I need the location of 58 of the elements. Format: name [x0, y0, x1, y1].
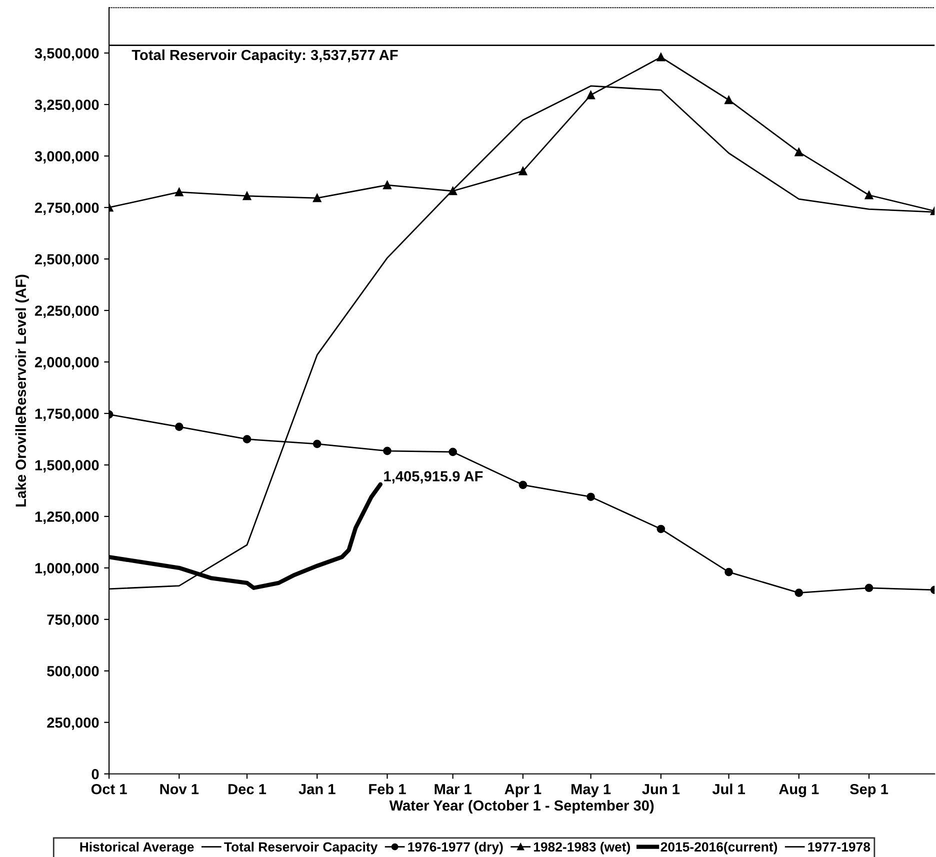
point [174, 422, 184, 431]
y-tick-label: 2,500,000 [34, 254, 99, 267]
point [174, 188, 184, 196]
point [518, 166, 528, 176]
legend-label: Total Reservoir Capacity [224, 842, 378, 854]
legend-title: Historical Average [80, 842, 194, 854]
point [242, 192, 252, 200]
x-tick-label: Apr 1 [504, 784, 542, 798]
point [724, 96, 733, 104]
x-tick-label: Dec 1 [228, 784, 266, 794]
point [312, 194, 322, 202]
x-tick-label: Oct 1 [91, 784, 127, 794]
x-tick-label: Aug 1 [778, 784, 819, 798]
point [864, 190, 874, 200]
annotation: Total Reservoir Capacity: 3,537,577 AF [132, 49, 398, 64]
x-tick-label: Sep 1 [850, 784, 888, 798]
y-tick-label: 1,500,000 [35, 460, 99, 472]
point [518, 480, 528, 490]
x-axis-title: Water Year (October 1 - September 30) [389, 800, 654, 814]
y-tick-label: 500,000 [47, 666, 99, 678]
legend-label: 1976-1977 (dry) [408, 842, 503, 854]
point [794, 588, 804, 597]
point [794, 148, 804, 156]
point [242, 435, 252, 444]
x-tick-label: May 1 [572, 784, 611, 798]
y-axis-title: Lake OrovilleReservoir Level (AF) [15, 274, 29, 507]
point [586, 492, 595, 502]
y-tick-label: 2,000,000 [34, 357, 99, 370]
point [312, 440, 322, 448]
legend-label: 1977-1978 [808, 842, 870, 852]
point [586, 90, 595, 100]
legend-label: 2015-2016(current) [660, 842, 778, 854]
x-tick-label: Mar 1 [434, 784, 472, 794]
y-tick-label: 2,750,000 [34, 202, 99, 216]
point [864, 584, 874, 592]
y-tick-label: 250,000 [47, 717, 99, 730]
x-tick-label: Jun 1 [642, 784, 680, 794]
legend-label: 1982-1983 (wet) [534, 842, 630, 854]
annotation: 1,405,915.9 AF [384, 471, 483, 484]
y-tick-label: 1,750,000 [35, 408, 99, 421]
y-tick-label: 2,250,000 [34, 306, 99, 318]
x-tick-label: Feb 1 [369, 784, 406, 794]
point [448, 448, 458, 456]
y-tick-label: 3,500,000 [34, 48, 99, 61]
y-tick-label: 3,250,000 [34, 100, 99, 112]
y-tick-label: 3,000,000 [34, 151, 99, 164]
point [383, 446, 392, 456]
y-tick-label: 750,000 [47, 614, 99, 627]
point [656, 524, 666, 534]
y-tick-label: 1,000,000 [35, 563, 99, 576]
y-tick-label: 1,250,000 [35, 512, 99, 524]
x-tick-label: Nov 1 [160, 784, 199, 794]
x-tick-label: Jan 1 [298, 784, 336, 794]
point [383, 180, 392, 190]
point [724, 568, 733, 576]
x-tick-label: Jul 1 [712, 784, 745, 794]
y-tick-label: 0 [92, 768, 99, 780]
point [656, 52, 666, 62]
